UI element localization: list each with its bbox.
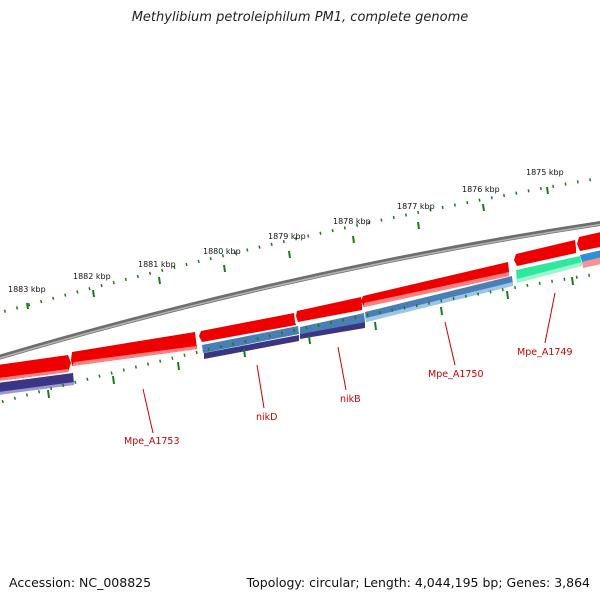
blast-hit — [202, 326, 299, 353]
blast-hit — [366, 282, 513, 322]
leader-line — [337, 346, 347, 391]
blast-hit — [204, 335, 299, 359]
inner-major-tick — [440, 306, 443, 316]
accession-text: Accession: NC_008825 — [9, 575, 152, 590]
gene-labels: Mpe_A1753 nikD nikB Mpe_A1750 Mpe_A1749 — [124, 347, 573, 447]
inner-major-tick — [177, 361, 180, 371]
ruler-label-1881: 1881 kbp — [138, 260, 176, 269]
outer-ruler-major-ticks — [26, 186, 549, 310]
leader-line — [256, 364, 265, 409]
inner-major-tick — [47, 389, 50, 399]
blast-hit — [300, 313, 365, 334]
cds-arrow — [364, 272, 509, 307]
cds-arrow — [0, 355, 71, 381]
cds-arrow — [296, 297, 362, 322]
cds-arrow — [71, 332, 197, 366]
gene-label-mpe-a1750: Mpe_A1750 — [428, 369, 484, 380]
cds-arrow — [577, 232, 600, 251]
major-tick — [417, 221, 420, 230]
major-tick — [546, 186, 549, 195]
ruler-label-1880: 1880 kbp — [203, 247, 241, 256]
major-tick — [288, 250, 291, 259]
major-tick — [92, 289, 95, 298]
cds-arrow — [199, 313, 296, 342]
outer-ruler — [0, 176, 600, 315]
ruler-labels: 1883 kbp 1882 kbp 1881 kbp 1880 kbp 1879… — [8, 168, 564, 294]
ruler-label-1882: 1882 kbp — [73, 272, 111, 281]
inner-ruler — [0, 272, 600, 404]
blast-hit — [0, 382, 74, 395]
ruler-label-1879: 1879 kbp — [268, 232, 306, 241]
outer-ruler-minor-ticks — [0, 176, 600, 315]
blast-hit — [582, 257, 600, 268]
leader-line — [142, 388, 154, 434]
backbone — [0, 220, 600, 360]
leader-line — [444, 321, 456, 366]
cds-arrow — [514, 240, 576, 266]
backbone-light — [0, 223, 600, 359]
blast-hit — [517, 262, 582, 283]
inner-major-tick — [308, 335, 311, 345]
major-tick — [26, 302, 29, 310]
ruler-label-1875: 1875 kbp — [526, 168, 564, 177]
cds-track — [0, 232, 600, 381]
gene-label-mpe-a1749: Mpe_A1749 — [517, 347, 573, 358]
backbone-dark — [0, 220, 600, 360]
cds-arrow — [0, 369, 68, 381]
inner-major-tick — [506, 290, 509, 300]
blast-hit — [0, 373, 74, 394]
gene-label-nikd: nikD — [256, 412, 277, 423]
major-tick — [352, 235, 355, 244]
ruler-label-1877: 1877 kbp — [397, 202, 435, 211]
inner-major-tick — [243, 348, 246, 358]
blast-track — [0, 250, 600, 395]
map-title: Methylibium petroleiphilum PM1, complete… — [131, 10, 469, 25]
inner-major-tick — [374, 321, 377, 331]
topology-text: Topology: circular; Length: 4,044,195 bp… — [246, 575, 590, 590]
blast-hit — [300, 322, 365, 339]
inner-major-tick — [571, 276, 574, 286]
leader-line — [544, 292, 556, 344]
major-tick — [223, 264, 226, 273]
gene-label-nikb: nikB — [340, 394, 361, 405]
gene-label-mpe-a1753: Mpe_A1753 — [124, 436, 180, 447]
gene-label-leaders — [142, 292, 556, 434]
cds-arrow — [72, 346, 197, 366]
ruler-label-1876: 1876 kbp — [462, 185, 500, 194]
ruler-label-1878: 1878 kbp — [333, 217, 371, 226]
ruler-label-1883: 1883 kbp — [8, 285, 46, 294]
major-tick — [482, 203, 485, 212]
inner-major-tick — [112, 375, 115, 385]
major-tick — [158, 276, 161, 285]
